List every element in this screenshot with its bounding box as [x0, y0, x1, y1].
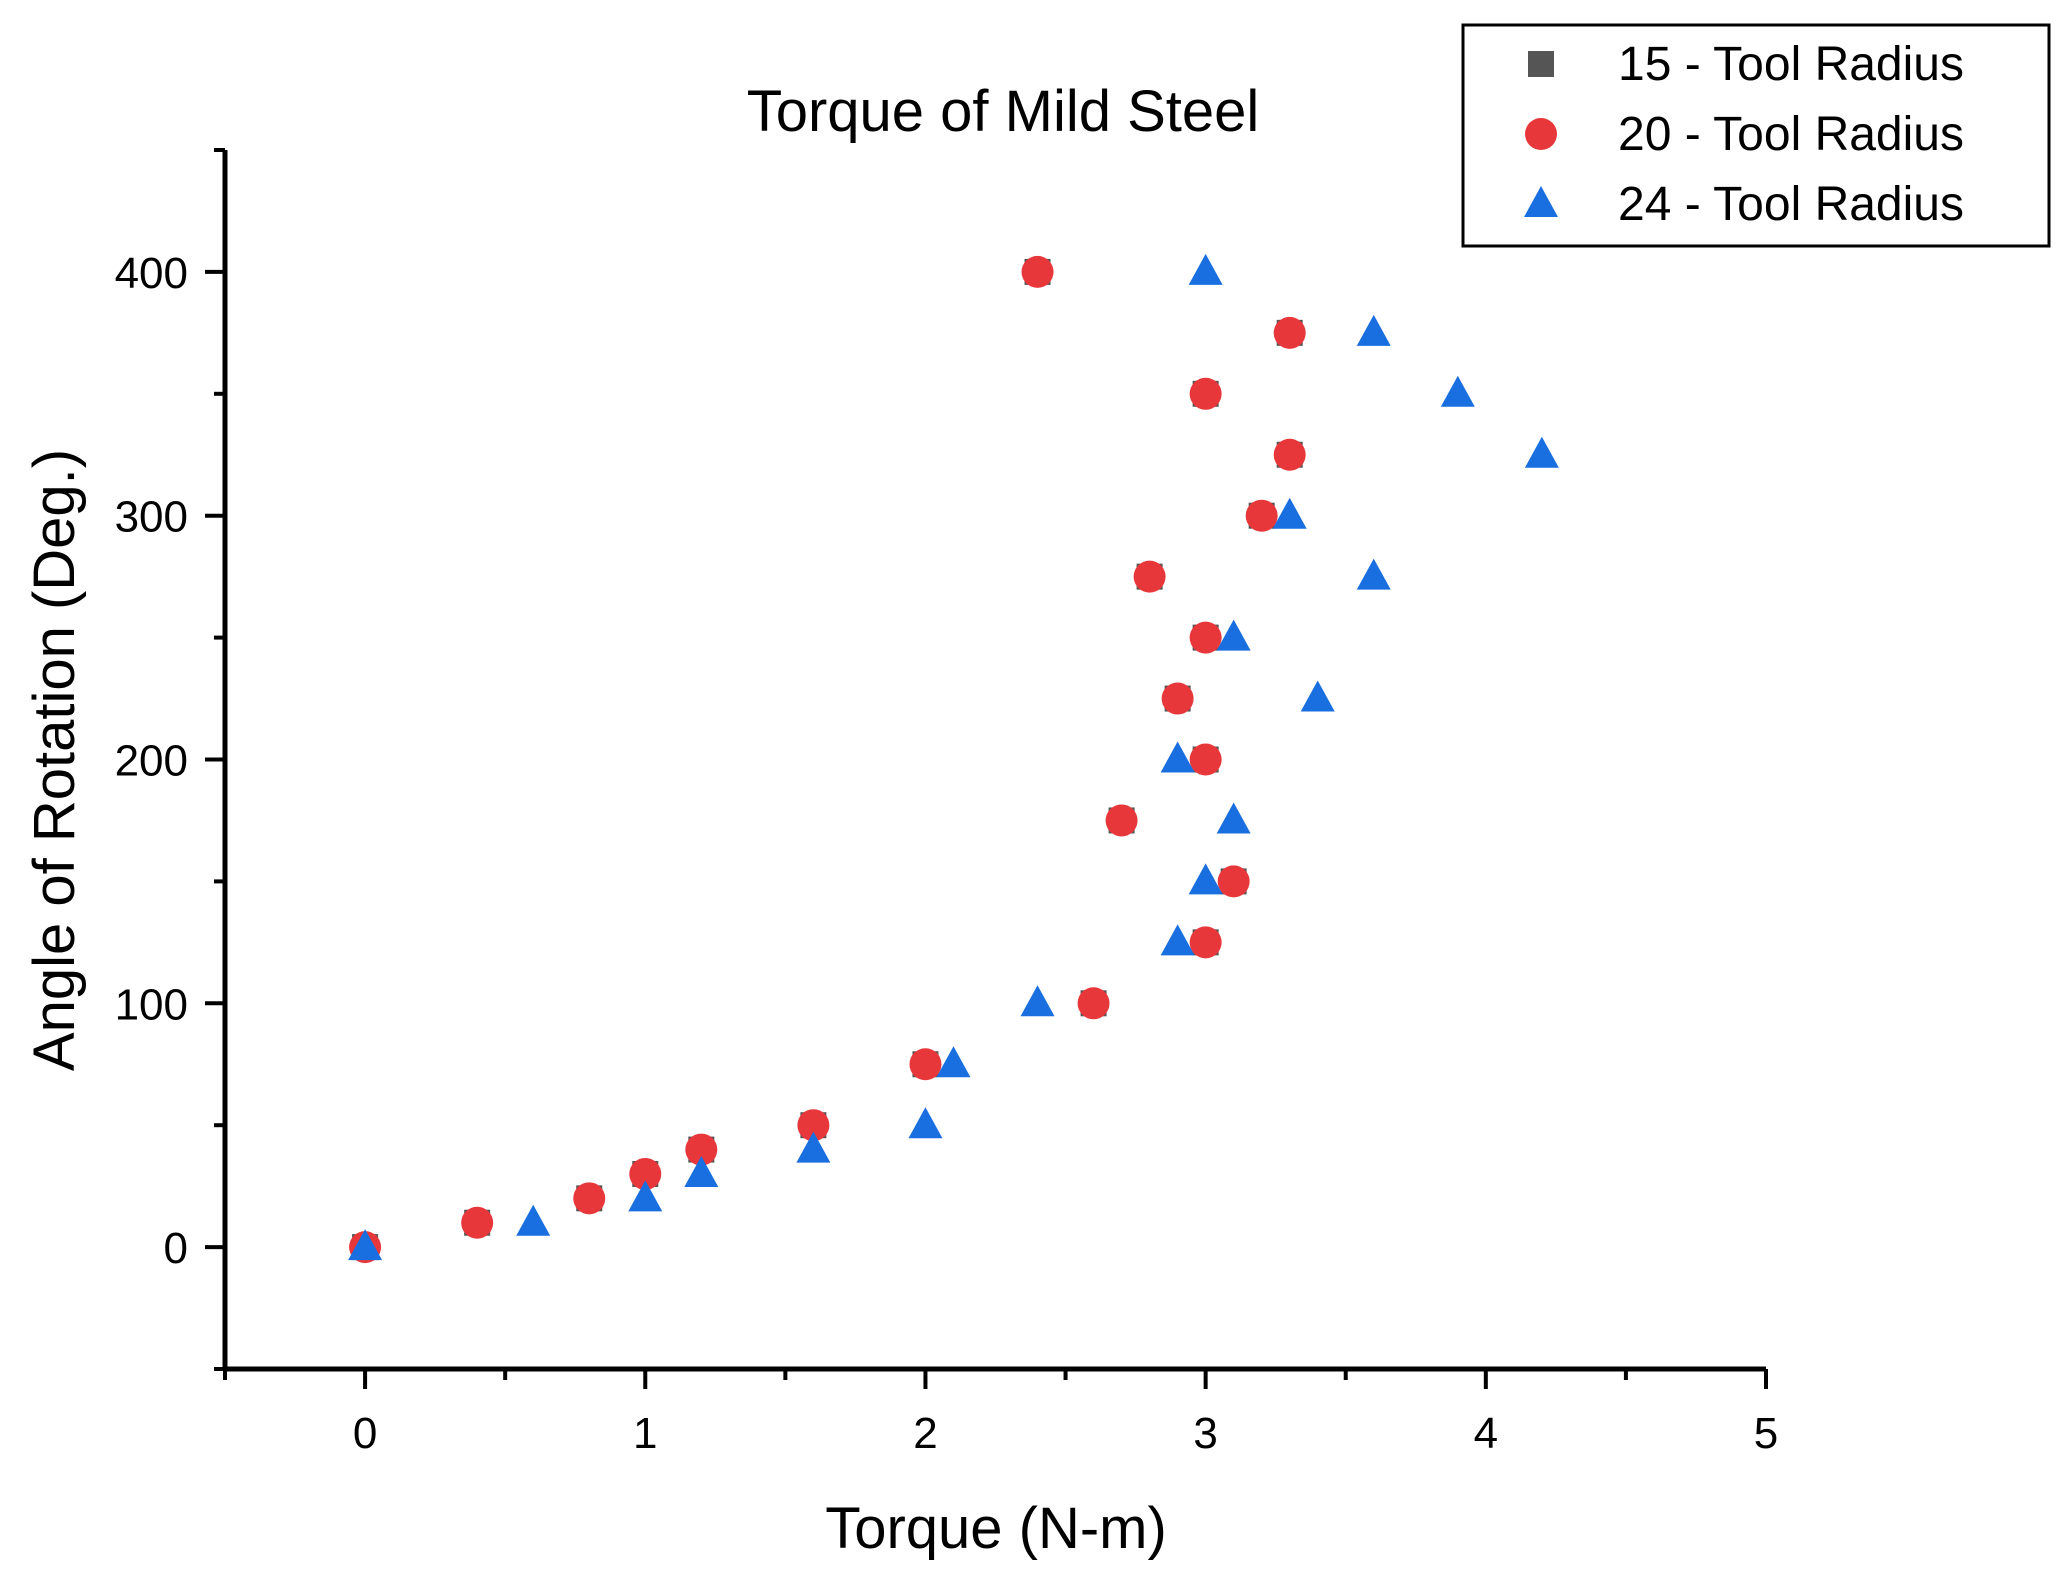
legend-label: 20 - Tool Radius — [1618, 108, 1964, 161]
data-point-triangle — [1356, 558, 1391, 590]
legend-label: 15 - Tool Radius — [1618, 38, 1964, 91]
legend-label: 24 - Tool Radius — [1618, 178, 1964, 231]
legend-marker-circle — [1525, 118, 1557, 150]
data-point-triangle — [1272, 497, 1307, 529]
data-point-triangle — [348, 1229, 383, 1261]
axis-tick-labels: 0 1 2 3 4 5 0 100 200 300 400 — [115, 249, 1779, 1458]
data-point-triangle — [936, 1046, 971, 1078]
data-point-circle — [573, 1182, 606, 1215]
data-point-triangle — [684, 1155, 719, 1187]
y-axis-label: Angle of Rotation (Deg.) — [22, 449, 87, 1071]
x-tick-label: 2 — [913, 1409, 937, 1458]
x-tick-label: 1 — [633, 1409, 657, 1458]
y-tick-label: 200 — [115, 737, 188, 786]
data-point-triangle — [1160, 924, 1195, 956]
x-tick-label: 0 — [353, 1409, 377, 1458]
y-tick-label: 100 — [115, 980, 188, 1029]
legend-marker-square — [1528, 51, 1554, 77]
y-tick-label: 400 — [115, 249, 188, 298]
data-point-circle — [1245, 499, 1278, 532]
series-square — [352, 258, 1303, 1261]
data-point-triangle — [1440, 375, 1475, 407]
data-point-triangle — [1188, 253, 1223, 285]
data-point-triangle — [1020, 985, 1055, 1017]
data-point-circle — [461, 1206, 494, 1239]
data-point-triangle — [1300, 680, 1335, 712]
data-point-circle — [685, 1133, 718, 1166]
data-point-triangle — [1216, 802, 1251, 834]
data-point-circle — [1021, 255, 1054, 288]
legend-box — [1461, 23, 2051, 248]
data-point-circle — [629, 1157, 662, 1190]
data-point-triangle — [1188, 863, 1223, 895]
y-tick-label: 300 — [115, 493, 188, 542]
data-point-triangle — [1356, 314, 1391, 346]
data-point-circle — [1273, 438, 1306, 471]
x-tick-label: 4 — [1474, 1409, 1498, 1458]
axis-ticks — [205, 148, 1768, 1389]
data-point-circle — [1189, 377, 1222, 410]
data-point-circle — [1189, 743, 1222, 776]
legend: 15 - Tool Radius 20 - Tool Radius 24 - Too… — [1461, 23, 2051, 248]
x-axis-label: Torque (N-m) — [825, 1496, 1167, 1561]
legend-marker-triangle — [1524, 186, 1558, 217]
data-point-triangle — [628, 1180, 663, 1212]
y-tick-label: 0 — [164, 1224, 188, 1273]
data-point-circle — [1077, 987, 1110, 1020]
data-point-circle — [1189, 621, 1222, 654]
data-point-circle — [1273, 316, 1306, 349]
data-point-circle — [909, 1048, 942, 1081]
data-point-circle — [1161, 682, 1194, 715]
data-point-circle — [1105, 804, 1138, 837]
data-point-triangle — [1524, 436, 1559, 468]
data-point-triangle — [1160, 741, 1195, 773]
series-circle — [349, 255, 1306, 1264]
data-point-triangle — [516, 1204, 551, 1236]
x-tick-label: 5 — [1754, 1409, 1778, 1458]
data-points — [348, 253, 1559, 1264]
data-point-triangle — [1216, 619, 1251, 651]
data-point-circle — [1189, 926, 1222, 959]
x-tick-label: 3 — [1193, 1409, 1217, 1458]
data-point-triangle — [796, 1131, 831, 1163]
chart-title: Torque of Mild Steel — [747, 79, 1260, 144]
data-point-circle — [797, 1109, 830, 1142]
data-point-circle — [1133, 560, 1166, 593]
data-point-circle — [1217, 865, 1250, 898]
data-point-triangle — [908, 1107, 943, 1139]
series-triangle — [348, 253, 1559, 1261]
